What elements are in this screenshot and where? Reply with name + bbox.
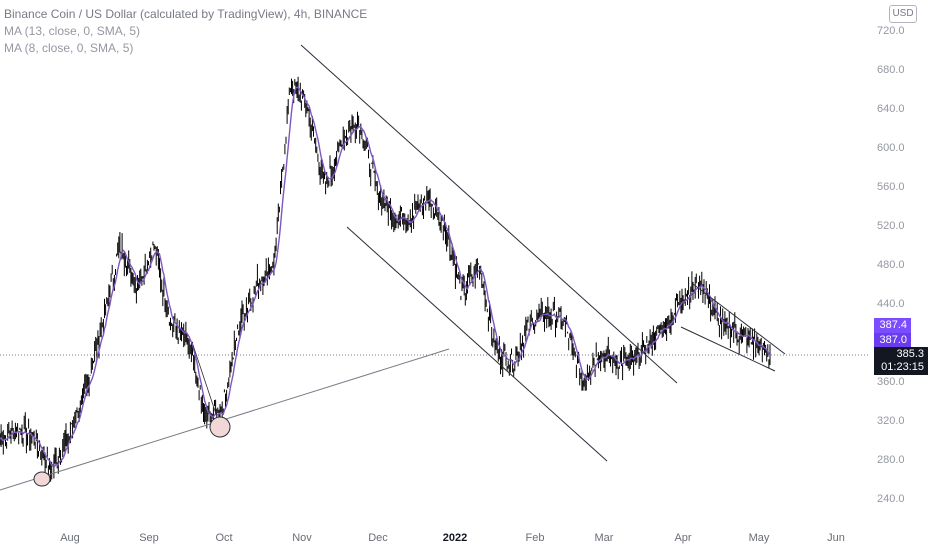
symbol-title[interactable]: Binance Coin / US Dollar (calculated by … (4, 7, 368, 21)
time-tick: Dec (368, 532, 388, 544)
moving-average-line (0, 86, 771, 467)
time-tick: 2022 (443, 532, 467, 544)
channel2-lower-trendline[interactable] (680, 326, 776, 372)
channel2-upper-trendline[interactable] (692, 283, 786, 355)
currency-button[interactable]: USD (889, 5, 917, 23)
time-tick: Jun (827, 532, 845, 544)
price-tick: 360.0 (877, 376, 905, 388)
price-tick: 680.0 (877, 64, 905, 76)
price-tick: 440.0 (877, 298, 905, 310)
time-tick: Apr (674, 532, 691, 544)
channel1-lower-trendline[interactable] (346, 226, 608, 462)
price-tick: 480.0 (877, 259, 905, 271)
ma13-legend[interactable]: MA (13, close, 0, SMA, 5) (4, 24, 141, 38)
price-tick: 320.0 (877, 415, 905, 427)
price-tick: 240.0 (877, 493, 905, 505)
time-tick: Aug (60, 532, 80, 544)
time-tick: Nov (292, 532, 312, 544)
price-tick: 600.0 (877, 142, 905, 154)
price-tick: 520.0 (877, 220, 905, 232)
time-tick: Oct (215, 532, 232, 544)
time-tick: Feb (526, 532, 545, 544)
low-marker-aug[interactable] (33, 471, 51, 487)
ma-tag-lower: 387.0 (874, 333, 911, 348)
channel1-upper-trendline[interactable] (300, 44, 678, 384)
time-tick: Sep (139, 532, 159, 544)
connector-line (192, 344, 221, 427)
price-tick: 720.0 (877, 25, 905, 37)
price-tick: 280.0 (877, 454, 905, 466)
time-axis[interactable]: Aug Sep Oct Nov Dec 2022 Feb Mar Apr May… (60, 532, 845, 544)
last-price-value: 385.3 (896, 348, 924, 360)
last-price-tag: 385.3 01:23:15 (874, 347, 928, 375)
price-axis[interactable]: 720.0 680.0 640.0 600.0 560.0 520.0 480.… (877, 25, 905, 505)
time-tick: Mar (595, 532, 614, 544)
candles-layer (0, 76, 771, 482)
bar-countdown: 01:23:15 (881, 361, 924, 373)
price-tick: 560.0 (877, 181, 905, 193)
ma8-legend[interactable]: MA (8, close, 0, SMA, 5) (4, 41, 134, 55)
time-tick: May (749, 532, 770, 544)
price-tick: 640.0 (877, 103, 905, 115)
low-marker-oct[interactable] (206, 413, 234, 441)
chart-legend[interactable]: Binance Coin / US Dollar (calculated by … (4, 6, 367, 57)
ma-tag-upper: 387.4 (874, 318, 911, 333)
